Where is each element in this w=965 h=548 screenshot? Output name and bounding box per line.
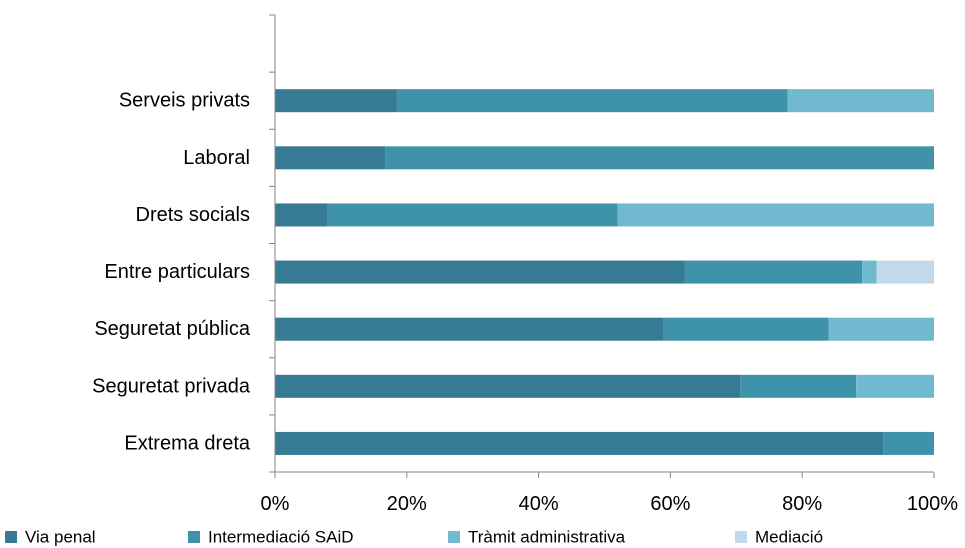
bar-laboral-intermediacio-said (385, 146, 935, 170)
axes-layer (269, 14, 935, 478)
category-label-entre-particulars: Entre particulars (104, 261, 250, 283)
x-tick-label: 80% (782, 493, 822, 515)
legend-item-via-penal: Via penal (5, 528, 96, 547)
x-tick-label: 0% (261, 493, 290, 515)
category-label-seguretat-publica: Seguretat pública (94, 318, 251, 340)
bar-laboral-via-penal (275, 146, 386, 170)
bar-entre-particulars-intermediacio-said (684, 260, 863, 284)
bar-drets-socials-tramit-administrativa (617, 203, 934, 227)
bar-entre-particulars-via-penal (275, 260, 685, 284)
bar-seguretat-privada-intermediacio-said (740, 374, 857, 398)
x-tick-label: 20% (387, 493, 427, 515)
bar-serveis-privats-tramit-administrativa (787, 89, 934, 113)
bar-entre-particulars-tramit-administrativa (862, 260, 877, 284)
bar-extrema-dreta-intermediacio-said (883, 431, 934, 455)
legend-swatch (448, 531, 460, 543)
x-tick-labels: 0% 20% 40% 60% 80% 100% (261, 493, 959, 515)
legend-label: Intermediació SAiD (208, 528, 354, 547)
bar-seguretat-publica-intermediacio-said (663, 317, 829, 341)
category-label-extrema-dreta: Extrema dreta (124, 432, 250, 454)
legend: Via penal Intermediació SAiD Tràmit admini… (5, 528, 823, 547)
bar-serveis-privats-intermediacio-said (396, 89, 788, 113)
x-tick-label: 100% (907, 493, 958, 515)
legend-label: Tràmit administrativa (468, 528, 626, 547)
bar-entre-particulars-mediacio (876, 260, 934, 284)
legend-item-mediacio: Mediació (735, 528, 823, 547)
bar-seguretat-publica-via-penal (275, 317, 664, 341)
bar-drets-socials-via-penal (275, 203, 328, 227)
category-label-laboral: Laboral (183, 147, 250, 169)
category-label-serveis-privats: Serveis privats (119, 90, 250, 112)
bar-seguretat-privada-via-penal (275, 374, 741, 398)
legend-label: Via penal (25, 528, 96, 547)
legend-item-tramit-administrativa: Tràmit administrativa (448, 528, 626, 547)
category-labels: Extrema dreta Seguretat privada Seguretat … (92, 90, 251, 455)
bar-seguretat-publica-tramit-administrativa (828, 317, 934, 341)
category-label-seguretat-privada: Seguretat privada (92, 375, 251, 397)
bars-layer (275, 89, 935, 455)
x-tick-label: 60% (650, 493, 690, 515)
bar-drets-socials-intermediacio-said (327, 203, 618, 227)
bar-seguretat-privada-tramit-administrativa (856, 374, 934, 398)
bar-extrema-dreta-via-penal (275, 431, 884, 455)
category-label-drets-socials: Drets socials (136, 204, 250, 226)
legend-item-intermediacio-said: Intermediació SAiD (188, 528, 354, 547)
legend-swatch (735, 531, 747, 543)
legend-swatch (188, 531, 200, 543)
legend-swatch (5, 531, 17, 543)
legend-label: Mediació (755, 528, 823, 547)
bar-serveis-privats-via-penal (275, 89, 397, 113)
x-tick-label: 40% (519, 493, 559, 515)
